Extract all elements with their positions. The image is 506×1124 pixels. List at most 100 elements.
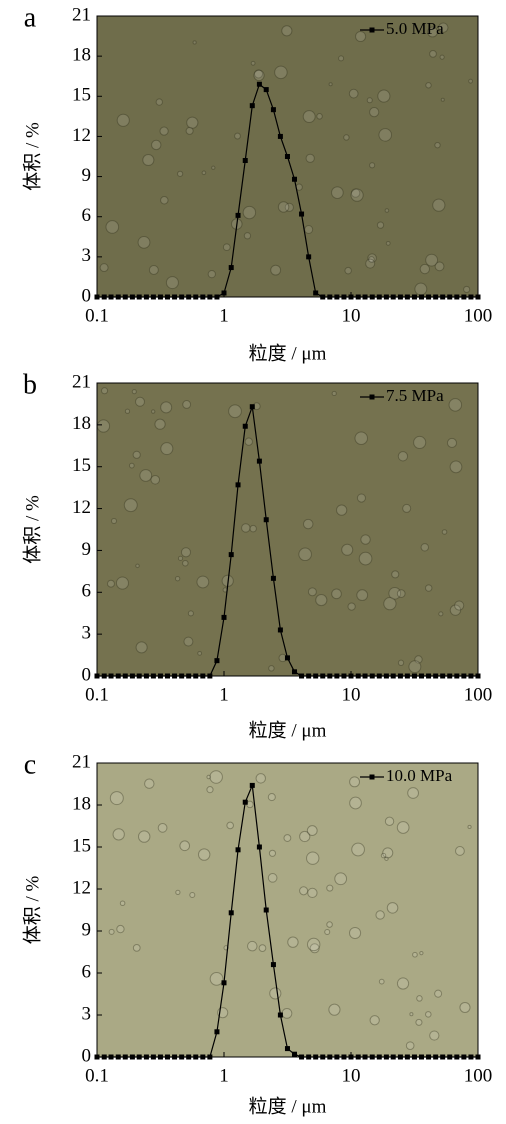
- droplet: [226, 821, 234, 830]
- droplet: [306, 825, 318, 836]
- droplet: [160, 442, 174, 456]
- droplet: [187, 610, 194, 617]
- droplet: [165, 276, 179, 290]
- data-marker: [249, 782, 255, 788]
- droplet: [463, 285, 471, 293]
- data-marker: [411, 673, 417, 679]
- data-marker: [115, 294, 121, 300]
- data-marker: [186, 294, 192, 300]
- data-marker: [172, 294, 178, 300]
- data-marker: [327, 294, 333, 300]
- droplet: [154, 418, 166, 430]
- droplet: [207, 269, 216, 279]
- data-marker: [334, 294, 340, 300]
- droplet: [201, 170, 207, 176]
- data-marker: [256, 81, 262, 87]
- data-marker: [390, 294, 396, 300]
- data-marker: [397, 673, 403, 679]
- data-marker: [157, 673, 163, 679]
- droplet: [258, 944, 267, 952]
- data-marker: [172, 673, 178, 679]
- data-marker: [306, 1054, 312, 1060]
- legend-label: 10.0 MPa: [386, 766, 453, 785]
- data-marker: [221, 980, 227, 986]
- droplet: [269, 987, 282, 1000]
- y-tick-label: 12: [72, 877, 91, 898]
- data-marker: [221, 614, 227, 620]
- data-marker: [313, 290, 319, 296]
- droplet: [255, 773, 266, 784]
- droplet: [331, 390, 337, 397]
- droplet: [448, 398, 463, 412]
- droplet: [206, 786, 214, 794]
- y-tick-label: 0: [82, 1045, 92, 1066]
- data-marker: [179, 1054, 185, 1060]
- y-tick-label: 9: [82, 539, 92, 560]
- panel-label: b: [23, 369, 37, 400]
- droplet: [155, 98, 163, 106]
- droplet: [281, 25, 293, 37]
- droplet: [454, 600, 465, 611]
- droplet: [441, 529, 448, 535]
- y-tick-label: 3: [82, 245, 92, 266]
- data-marker: [475, 673, 481, 679]
- data-marker: [122, 673, 128, 679]
- droplet: [350, 188, 364, 202]
- y-tick-label: 21: [72, 4, 91, 25]
- droplet: [307, 887, 318, 899]
- y-axis-label: 体积 / %: [21, 122, 43, 191]
- data-marker: [164, 294, 170, 300]
- droplet: [420, 543, 430, 552]
- data-marker: [186, 1054, 192, 1060]
- data-marker: [200, 294, 206, 300]
- data-marker: [172, 1054, 178, 1060]
- data-marker: [270, 575, 276, 581]
- droplet: [151, 139, 162, 151]
- data-marker: [440, 673, 446, 679]
- micrograph-background: [97, 383, 478, 676]
- droplet: [115, 576, 129, 590]
- droplet: [144, 778, 155, 789]
- data-marker: [376, 1054, 382, 1060]
- data-marker: [157, 1054, 163, 1060]
- droplet: [124, 408, 131, 414]
- droplet: [299, 886, 309, 896]
- droplet: [250, 60, 256, 66]
- data-marker: [115, 1054, 121, 1060]
- droplet: [384, 816, 395, 826]
- droplet: [281, 1008, 293, 1019]
- droplet: [241, 523, 251, 533]
- data-marker: [306, 673, 312, 679]
- x-tick-label: 10: [342, 305, 361, 326]
- droplet: [369, 107, 380, 118]
- droplet: [160, 196, 169, 205]
- droplet: [358, 551, 373, 566]
- data-marker: [341, 294, 347, 300]
- data-marker: [411, 1054, 417, 1060]
- data-marker: [426, 294, 432, 300]
- droplet: [334, 872, 348, 886]
- data-marker: [164, 673, 170, 679]
- data-marker: [327, 673, 333, 679]
- y-tick-label: 18: [72, 793, 91, 814]
- legend-marker: [369, 394, 375, 400]
- data-marker: [136, 294, 142, 300]
- x-tick-label: 1: [219, 305, 229, 326]
- droplet: [397, 659, 405, 666]
- x-tick-label: 1: [219, 1065, 229, 1086]
- data-marker: [397, 1054, 403, 1060]
- y-tick-label: 15: [72, 835, 91, 856]
- droplet: [425, 1011, 432, 1018]
- droplet: [243, 232, 252, 240]
- data-marker: [327, 1054, 333, 1060]
- droplet: [427, 26, 438, 38]
- droplet: [302, 110, 316, 123]
- data-marker: [143, 294, 149, 300]
- data-marker: [383, 294, 389, 300]
- droplet: [331, 186, 344, 199]
- data-marker: [284, 1046, 290, 1052]
- data-marker: [207, 1054, 213, 1060]
- data-marker: [299, 211, 305, 217]
- data-marker: [461, 1054, 467, 1060]
- data-marker: [122, 294, 128, 300]
